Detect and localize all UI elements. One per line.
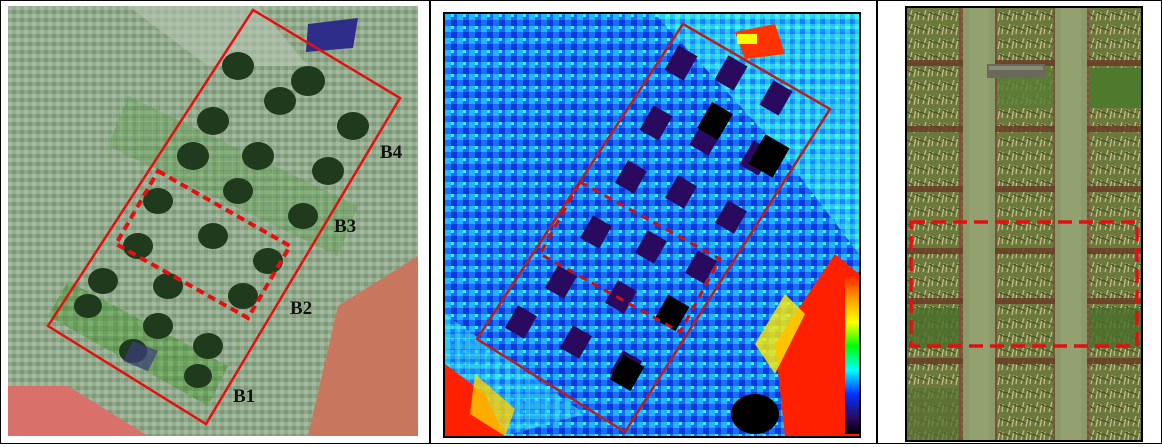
- colorbar: [845, 274, 859, 434]
- panel-rgb-composite: B4 B3 B2 B1: [8, 6, 418, 436]
- table-divider-2: [876, 0, 878, 444]
- sample-area-dashed: [909, 220, 1139, 348]
- table-divider-1: [429, 0, 431, 444]
- block-label-b1: B1: [233, 386, 255, 407]
- sample-area-dashed: [537, 179, 723, 335]
- block-label-b2: B2: [290, 298, 312, 319]
- table-bottom-border: [0, 443, 1162, 444]
- boundary-outline: [475, 22, 832, 434]
- panel-index-map: [443, 12, 861, 438]
- table-left-border: [0, 0, 1, 444]
- sample-area-dashed: [113, 168, 293, 321]
- block-label-b3: B3: [334, 216, 356, 237]
- panel-aerial-photo: [905, 6, 1143, 442]
- block-label-b4: B4: [380, 142, 403, 163]
- table-top-border: [0, 0, 1162, 1]
- boundary-outline: [46, 8, 402, 426]
